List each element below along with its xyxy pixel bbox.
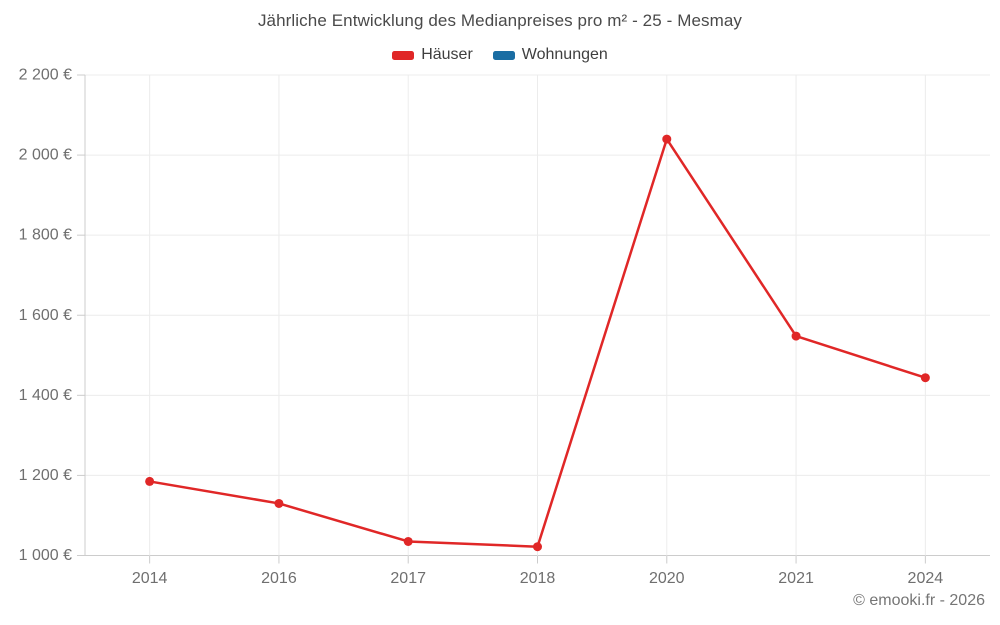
data-point-häuser-2020[interactable] [662, 134, 672, 144]
copyright-credit: © emooki.fr - 2026 [853, 592, 985, 609]
legend-item-hauser[interactable]: Häuser [392, 46, 473, 64]
legend-item-wohnungen[interactable]: Wohnungen [492, 46, 608, 64]
y-axis-label: 1 800 € [19, 227, 72, 244]
data-point-häuser-2018[interactable] [533, 542, 542, 552]
chart-title: Jährliche Entwicklung des Medianpreises … [257, 11, 743, 30]
y-axis-label: 1 000 € [19, 547, 72, 564]
data-point-häuser-2016[interactable] [274, 498, 284, 508]
x-axis-label: 2014 [132, 570, 168, 587]
x-axis-label: 2021 [778, 570, 814, 587]
data-point-häuser-2017[interactable] [403, 536, 413, 546]
data-point-häuser-2021[interactable] [791, 331, 801, 341]
legend-label-hauser: Häuser [421, 46, 473, 63]
x-axis-label: 2017 [390, 570, 426, 587]
y-axis-label: 1 200 € [19, 467, 72, 484]
data-point-häuser-2014[interactable] [145, 476, 155, 486]
hauser-series-marker-icon [392, 50, 415, 60]
x-axis-label: 2018 [520, 570, 556, 587]
x-axis-label: 2024 [908, 570, 944, 587]
legend-label-wohnungen: Wohnungen [521, 46, 608, 63]
y-axis-label: 2 000 € [19, 147, 72, 164]
data-point-häuser-2024[interactable] [920, 373, 930, 383]
y-axis-label: 1 400 € [19, 387, 72, 404]
x-axis-label: 2016 [261, 570, 297, 587]
chart-legend: Häuser Wohnungen [0, 46, 1000, 64]
y-axis-label: 2 200 € [19, 67, 72, 84]
y-axis-label: 1 600 € [19, 307, 72, 324]
wohnungen-series-marker-icon [492, 50, 515, 60]
x-axis-label: 2020 [649, 570, 685, 587]
